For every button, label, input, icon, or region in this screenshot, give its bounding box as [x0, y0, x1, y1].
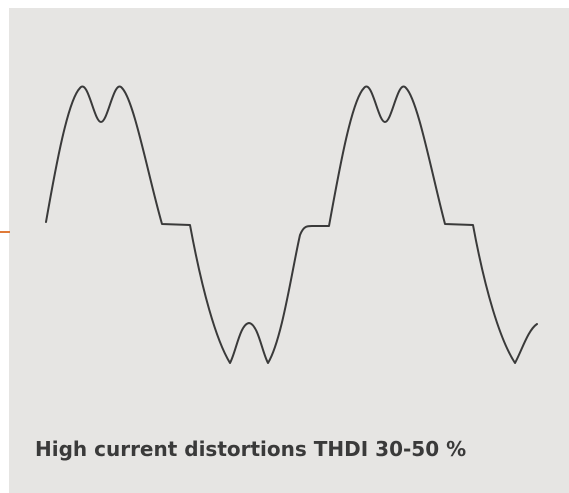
diagram-panel [9, 8, 569, 493]
diagram-caption: High current distortions THDI 30-50 % [35, 437, 467, 461]
accent-tick-mark [0, 231, 10, 233]
distorted-current-waveform [45, 85, 538, 364]
